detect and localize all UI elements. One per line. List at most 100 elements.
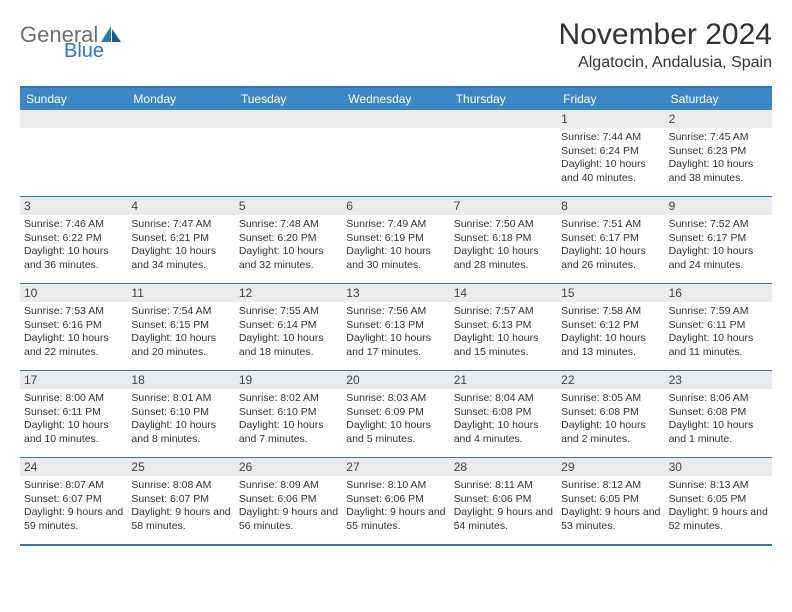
day-cell: 27Sunrise: 8:10 AMSunset: 6:06 PMDayligh…	[342, 458, 449, 544]
sunrise-text: Sunrise: 8:04 AM	[454, 392, 553, 406]
day-details	[235, 128, 342, 135]
day-details: Sunrise: 8:07 AMSunset: 6:07 PMDaylight:…	[20, 476, 127, 538]
day-details: Sunrise: 8:04 AMSunset: 6:08 PMDaylight:…	[450, 389, 557, 451]
sunrise-text: Sunrise: 7:46 AM	[24, 218, 123, 232]
day-details: Sunrise: 7:46 AMSunset: 6:22 PMDaylight:…	[20, 215, 127, 277]
daylight-text: Daylight: 10 hours and 5 minutes.	[346, 419, 445, 446]
daylight-text: Daylight: 10 hours and 17 minutes.	[346, 332, 445, 359]
sunrise-text: Sunrise: 7:50 AM	[454, 218, 553, 232]
sunset-text: Sunset: 6:10 PM	[239, 406, 338, 420]
dow-sunday: Sunday	[20, 88, 127, 110]
day-number: 1	[557, 110, 664, 128]
day-details	[450, 128, 557, 135]
sunset-text: Sunset: 6:08 PM	[561, 406, 660, 420]
day-details: Sunrise: 8:03 AMSunset: 6:09 PMDaylight:…	[342, 389, 449, 451]
sunrise-text: Sunrise: 8:11 AM	[454, 479, 553, 493]
sunset-text: Sunset: 6:13 PM	[346, 319, 445, 333]
day-cell: 2Sunrise: 7:45 AMSunset: 6:23 PMDaylight…	[665, 110, 772, 196]
day-number: 9	[665, 197, 772, 215]
daylight-text: Daylight: 10 hours and 18 minutes.	[239, 332, 338, 359]
day-details: Sunrise: 7:51 AMSunset: 6:17 PMDaylight:…	[557, 215, 664, 277]
day-details: Sunrise: 8:12 AMSunset: 6:05 PMDaylight:…	[557, 476, 664, 538]
day-number	[127, 110, 234, 128]
sunrise-text: Sunrise: 8:08 AM	[131, 479, 230, 493]
day-details: Sunrise: 8:11 AMSunset: 6:06 PMDaylight:…	[450, 476, 557, 538]
daylight-text: Daylight: 10 hours and 10 minutes.	[24, 419, 123, 446]
day-number: 24	[20, 458, 127, 476]
logo: General Blue	[20, 18, 122, 48]
sunrise-text: Sunrise: 7:59 AM	[669, 305, 768, 319]
day-cell: 21Sunrise: 8:04 AMSunset: 6:08 PMDayligh…	[450, 371, 557, 457]
header: General Blue November 2024 Algatocin, An…	[20, 18, 772, 72]
day-details	[20, 128, 127, 135]
day-number	[450, 110, 557, 128]
month-title: November 2024	[559, 18, 772, 52]
day-cell: 20Sunrise: 8:03 AMSunset: 6:09 PMDayligh…	[342, 371, 449, 457]
sunset-text: Sunset: 6:09 PM	[346, 406, 445, 420]
dow-monday: Monday	[127, 88, 234, 110]
daylight-text: Daylight: 9 hours and 55 minutes.	[346, 506, 445, 533]
daylight-text: Daylight: 10 hours and 22 minutes.	[24, 332, 123, 359]
sunrise-text: Sunrise: 8:10 AM	[346, 479, 445, 493]
day-cell: 10Sunrise: 7:53 AMSunset: 6:16 PMDayligh…	[20, 284, 127, 370]
day-number: 20	[342, 371, 449, 389]
day-number: 18	[127, 371, 234, 389]
daylight-text: Daylight: 10 hours and 36 minutes.	[24, 245, 123, 272]
sunset-text: Sunset: 6:06 PM	[346, 493, 445, 507]
day-details: Sunrise: 8:13 AMSunset: 6:05 PMDaylight:…	[665, 476, 772, 538]
sunrise-text: Sunrise: 7:45 AM	[669, 131, 768, 145]
day-details: Sunrise: 7:50 AMSunset: 6:18 PMDaylight:…	[450, 215, 557, 277]
day-cell: 16Sunrise: 7:59 AMSunset: 6:11 PMDayligh…	[665, 284, 772, 370]
sunset-text: Sunset: 6:06 PM	[454, 493, 553, 507]
daylight-text: Daylight: 9 hours and 59 minutes.	[24, 506, 123, 533]
dow-wednesday: Wednesday	[342, 88, 449, 110]
day-cell: 7Sunrise: 7:50 AMSunset: 6:18 PMDaylight…	[450, 197, 557, 283]
day-cell: 26Sunrise: 8:09 AMSunset: 6:06 PMDayligh…	[235, 458, 342, 544]
sunrise-text: Sunrise: 8:03 AM	[346, 392, 445, 406]
day-number: 5	[235, 197, 342, 215]
day-number: 14	[450, 284, 557, 302]
empty-cell	[20, 110, 127, 196]
logo-text-blue: Blue	[64, 40, 104, 63]
day-number	[342, 110, 449, 128]
daylight-text: Daylight: 10 hours and 4 minutes.	[454, 419, 553, 446]
calendar: SundayMondayTuesdayWednesdayThursdayFrid…	[20, 86, 772, 546]
day-details: Sunrise: 7:52 AMSunset: 6:17 PMDaylight:…	[665, 215, 772, 277]
dow-tuesday: Tuesday	[235, 88, 342, 110]
daylight-text: Daylight: 10 hours and 2 minutes.	[561, 419, 660, 446]
day-details: Sunrise: 7:58 AMSunset: 6:12 PMDaylight:…	[557, 302, 664, 364]
day-details: Sunrise: 7:56 AMSunset: 6:13 PMDaylight:…	[342, 302, 449, 364]
day-number: 2	[665, 110, 772, 128]
sunset-text: Sunset: 6:05 PM	[669, 493, 768, 507]
day-number	[20, 110, 127, 128]
sunset-text: Sunset: 6:11 PM	[24, 406, 123, 420]
sunrise-text: Sunrise: 7:48 AM	[239, 218, 338, 232]
daylight-text: Daylight: 9 hours and 54 minutes.	[454, 506, 553, 533]
daylight-text: Daylight: 10 hours and 38 minutes.	[669, 158, 768, 185]
day-cell: 13Sunrise: 7:56 AMSunset: 6:13 PMDayligh…	[342, 284, 449, 370]
sunset-text: Sunset: 6:13 PM	[454, 319, 553, 333]
day-details	[127, 128, 234, 135]
day-number: 13	[342, 284, 449, 302]
day-cell: 11Sunrise: 7:54 AMSunset: 6:15 PMDayligh…	[127, 284, 234, 370]
daylight-text: Daylight: 9 hours and 52 minutes.	[669, 506, 768, 533]
day-details: Sunrise: 8:01 AMSunset: 6:10 PMDaylight:…	[127, 389, 234, 451]
day-cell: 4Sunrise: 7:47 AMSunset: 6:21 PMDaylight…	[127, 197, 234, 283]
sunrise-text: Sunrise: 7:49 AM	[346, 218, 445, 232]
sunrise-text: Sunrise: 8:00 AM	[24, 392, 123, 406]
title-block: November 2024 Algatocin, Andalusia, Spai…	[559, 18, 772, 72]
day-number	[235, 110, 342, 128]
day-number: 22	[557, 371, 664, 389]
day-number: 29	[557, 458, 664, 476]
day-number: 15	[557, 284, 664, 302]
day-number: 7	[450, 197, 557, 215]
day-cell: 30Sunrise: 8:13 AMSunset: 6:05 PMDayligh…	[665, 458, 772, 544]
day-details: Sunrise: 7:53 AMSunset: 6:16 PMDaylight:…	[20, 302, 127, 364]
sunrise-text: Sunrise: 8:01 AM	[131, 392, 230, 406]
day-number: 11	[127, 284, 234, 302]
day-number: 10	[20, 284, 127, 302]
day-details: Sunrise: 7:59 AMSunset: 6:11 PMDaylight:…	[665, 302, 772, 364]
empty-cell	[235, 110, 342, 196]
daylight-text: Daylight: 10 hours and 7 minutes.	[239, 419, 338, 446]
sunrise-text: Sunrise: 7:58 AM	[561, 305, 660, 319]
